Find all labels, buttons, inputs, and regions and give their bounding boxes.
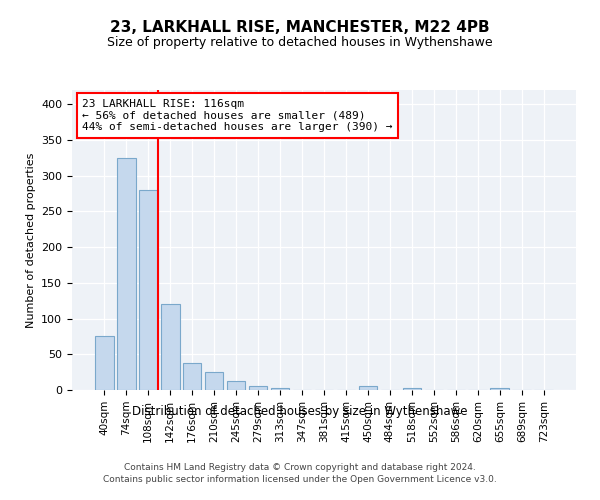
Bar [249, 386, 268, 390]
Text: Size of property relative to detached houses in Wythenshawe: Size of property relative to detached ho… [107, 36, 493, 49]
Bar [271, 388, 289, 390]
Bar [95, 336, 113, 390]
Bar [227, 382, 245, 390]
Text: 23 LARKHALL RISE: 116sqm
← 56% of detached houses are smaller (489)
44% of semi-: 23 LARKHALL RISE: 116sqm ← 56% of detach… [82, 99, 392, 132]
Text: Contains public sector information licensed under the Open Government Licence v3: Contains public sector information licen… [103, 476, 497, 484]
Text: 23, LARKHALL RISE, MANCHESTER, M22 4PB: 23, LARKHALL RISE, MANCHESTER, M22 4PB [110, 20, 490, 35]
Bar [205, 372, 223, 390]
Bar [490, 388, 509, 390]
Bar [161, 304, 179, 390]
Bar [183, 363, 202, 390]
Bar [403, 388, 421, 390]
Bar [139, 190, 158, 390]
Text: Distribution of detached houses by size in Wythenshawe: Distribution of detached houses by size … [132, 404, 468, 417]
Bar [359, 386, 377, 390]
Text: Contains HM Land Registry data © Crown copyright and database right 2024.: Contains HM Land Registry data © Crown c… [124, 463, 476, 472]
Y-axis label: Number of detached properties: Number of detached properties [26, 152, 35, 328]
Bar [117, 158, 136, 390]
